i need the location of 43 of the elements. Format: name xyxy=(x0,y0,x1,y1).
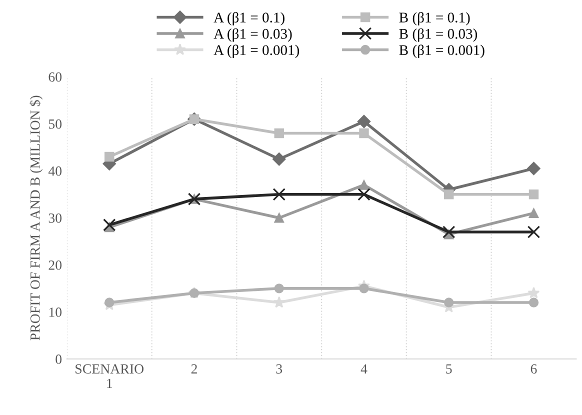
point xyxy=(104,152,114,162)
y-tick-label: 50 xyxy=(48,119,62,129)
point xyxy=(359,128,369,138)
legend-label: A (β1 = 0.03) xyxy=(214,28,292,42)
point xyxy=(527,162,540,176)
point xyxy=(102,218,116,232)
x-tick-label: 3 xyxy=(276,364,282,374)
y-tick-label: 20 xyxy=(48,260,62,270)
point xyxy=(272,188,286,201)
x-tick-label: SCENARIO 1 xyxy=(76,364,144,388)
point xyxy=(528,298,539,308)
point xyxy=(104,298,114,308)
legend-label: A (β1 = 0.1) xyxy=(214,12,284,26)
point xyxy=(527,226,540,238)
point xyxy=(357,114,371,128)
legend-label: B (β1 = 0.001) xyxy=(399,44,484,58)
point xyxy=(274,128,284,138)
point xyxy=(444,189,454,200)
y-tick-label: 30 xyxy=(48,213,62,223)
x-tick-label: 4 xyxy=(360,364,368,374)
point xyxy=(442,226,456,238)
point xyxy=(274,213,284,223)
y-tick-label: 40 xyxy=(48,166,62,176)
y-axis-title: PROFIT OF FIRM A AND B (MILLION $) xyxy=(30,96,43,340)
x-tick-label: 6 xyxy=(530,364,537,374)
point xyxy=(528,286,540,298)
legend-label: B (β1 = 0.03) xyxy=(399,28,478,42)
point xyxy=(358,188,370,201)
point xyxy=(528,189,539,200)
y-tick-label: 10 xyxy=(49,308,62,317)
point xyxy=(359,180,369,190)
y-tick-label: 0 xyxy=(56,354,62,364)
x-tick-label: 5 xyxy=(446,364,452,374)
point xyxy=(272,152,286,166)
point xyxy=(528,208,539,218)
point xyxy=(274,284,284,294)
point xyxy=(359,284,369,294)
point xyxy=(444,298,454,308)
legend-label: A (β1 = 0.001) xyxy=(214,44,300,58)
y-tick-label: 60 xyxy=(48,72,62,82)
legend-label: B (β1 = 0.1) xyxy=(399,12,470,26)
x-tick-label: 2 xyxy=(191,364,197,374)
point xyxy=(273,296,286,308)
